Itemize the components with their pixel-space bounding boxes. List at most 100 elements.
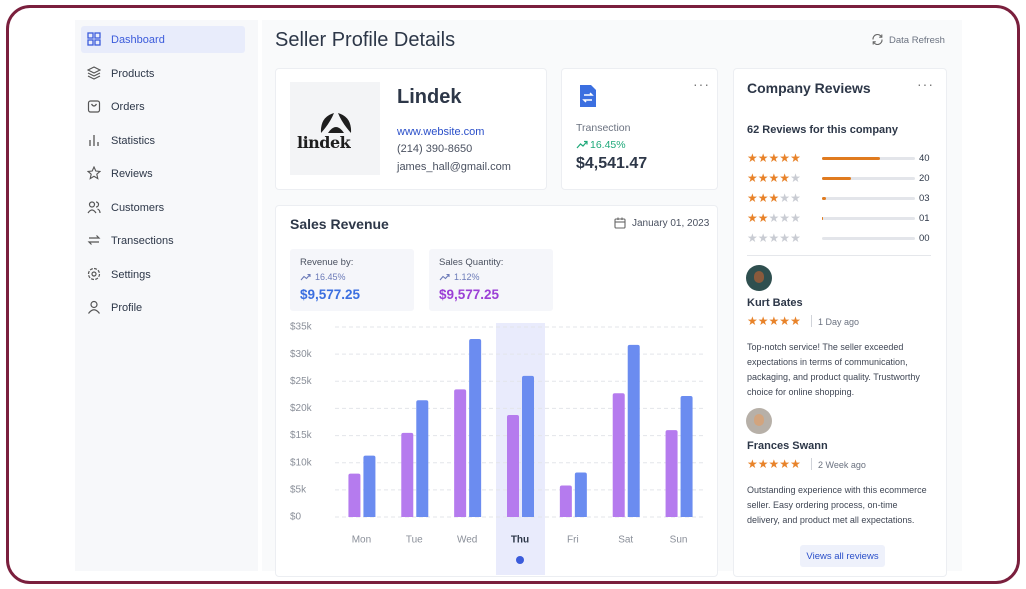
frame [6,5,1020,584]
rating-stars: ★★★★★ [747,192,801,204]
y-tick-label: $15k [290,430,313,441]
transaction-icon [580,85,596,107]
nav-label: Settings [111,269,151,281]
y-tick-label: $25k [290,376,313,387]
profile-website[interactable]: www.website.com [397,126,485,138]
nav-item[interactable]: Orders [81,93,245,120]
refresh-label[interactable]: Data Refresh [889,35,945,46]
star: ★ [757,211,769,225]
star: ★ [768,231,780,245]
bar [559,485,572,517]
star: ★ [779,211,791,225]
star: ★ [747,314,758,328]
nav-label: Orders [111,101,145,113]
star: ★ [790,171,801,185]
star: ★ [779,151,791,165]
reviewer-name: Kurt Bates [747,297,803,309]
y-tick-label: $30k [290,349,313,360]
star: ★ [768,151,780,165]
icon [87,166,101,180]
y-tick-label: $35k [290,322,313,333]
star: ★ [768,314,780,328]
avatar-face [754,271,764,283]
star: ★ [779,171,791,185]
icon [89,135,99,146]
reviews-count: 62 Reviews for this company [747,124,898,136]
rating-stars: ★★★★★ [747,172,801,184]
icon [87,267,101,281]
nav-item[interactable]: Transections [81,227,245,254]
y-tick-label: $5k [290,484,307,495]
star: ★ [747,231,758,245]
rating-bar [822,217,824,220]
trend-icon [300,273,311,281]
rating-stars: ★★★★★ [747,212,801,224]
star: ★ [747,171,758,185]
profile-name: Lindek [397,86,462,108]
nav-item[interactable]: Customers [81,194,245,221]
bar [507,414,519,517]
logo-mark [320,113,352,133]
star: ★ [768,457,780,471]
review-stars: ★★★★★ [747,315,801,327]
nav-label: Reviews [111,168,153,180]
bar [665,430,678,517]
bar [522,375,534,517]
nav-item[interactable]: Settings [81,261,245,288]
bar [454,389,467,517]
bar [627,344,640,517]
quantity-value: $9,577.25 [439,287,500,302]
quantity-label: Sales Quantity: [439,257,504,268]
star: ★ [779,231,791,245]
icon [87,235,101,245]
icon [87,201,101,214]
reviewer-name: Frances Swann [747,440,828,452]
star: ★ [747,457,758,471]
rating-count: 20 [919,173,930,184]
nav-item[interactable]: Products [81,60,245,87]
revenue-value: $9,577.25 [300,287,361,302]
review-text: Top-notch service! The seller exceeded e… [747,342,920,397]
menu-dots[interactable]: ··· [693,76,710,92]
nav-item[interactable]: Statistics [81,127,245,154]
y-tick-label: $10k [290,457,313,468]
highlight-band [496,323,545,575]
trend-icon [439,273,450,281]
refresh-icon[interactable] [871,33,884,46]
star: ★ [790,151,801,165]
star: ★ [747,151,758,165]
calendar-icon[interactable] [614,217,626,229]
icon [87,32,101,46]
star: ★ [757,151,769,165]
profile-email: james_hall@gmail.com [397,161,511,173]
avatar-face [754,414,764,426]
x-tick-label: Sun [670,535,688,546]
rating-bar [822,197,827,200]
rating-count: 00 [919,233,930,244]
view-all-button[interactable] [800,545,885,567]
trend-icon [576,140,588,149]
x-tick-label: Thu [511,535,529,546]
reviews-card [733,68,947,577]
bar [469,338,482,517]
nav-item[interactable]: Dashboard [81,26,245,53]
view-all-label[interactable]: Views all reviews [806,551,879,562]
review-time: 1 Day ago [818,317,860,327]
rating-count: 40 [919,153,930,164]
avatar [746,408,772,434]
bar [348,473,361,517]
rating-count: 01 [919,213,930,224]
revenue-label: Revenue by: [300,257,354,268]
rating-track [822,237,915,240]
x-tick-label: Mon [352,535,371,546]
nav-item[interactable]: Profile [81,294,245,321]
sales-date[interactable]: January 01, 2023 [632,218,710,229]
nav-label: Transections [111,235,174,247]
menu-dots[interactable]: ··· [917,76,934,92]
nav-item[interactable]: Reviews [81,160,245,187]
bar [574,472,587,517]
rating-track [822,197,915,200]
review-stars: ★★★★★ [747,458,801,470]
